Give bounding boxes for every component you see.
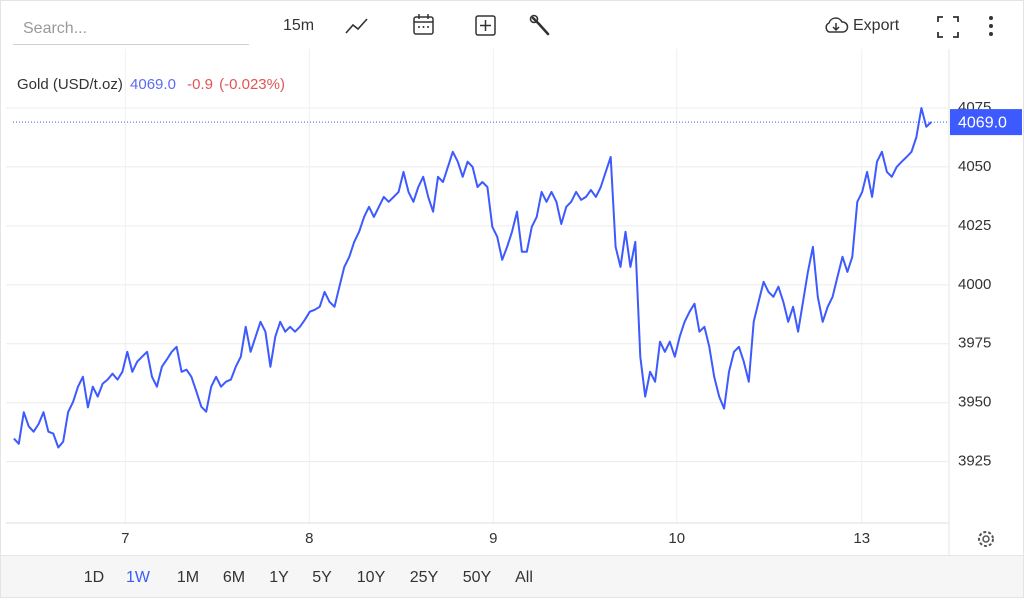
- calendar-icon[interactable]: [412, 13, 436, 37]
- range-button[interactable]: 1M: [176, 569, 200, 586]
- fullscreen-icon[interactable]: [936, 15, 960, 39]
- x-tick-label: 8: [305, 530, 313, 547]
- range-button[interactable]: 25Y: [409, 569, 439, 586]
- export-icon[interactable]: [822, 15, 850, 37]
- export-button[interactable]: Export: [853, 17, 900, 34]
- y-tick-label: 3925: [958, 453, 991, 470]
- x-tick-label: 10: [668, 530, 685, 547]
- range-button[interactable]: 1D: [83, 569, 105, 586]
- chart-type-icon[interactable]: [344, 15, 370, 37]
- legend: Gold (USD/t.oz) 4069.0 -0.9 (-0.023%): [17, 76, 285, 93]
- y-tick-label: 3975: [958, 335, 991, 352]
- price-line: [13, 107, 932, 449]
- range-button[interactable]: 1Y: [269, 569, 289, 586]
- last-price-label: 4069.0: [958, 114, 1007, 131]
- last-price-box: [950, 109, 1022, 136]
- interval-button[interactable]: 15m: [283, 17, 315, 34]
- change-value: -0.9: [187, 76, 213, 93]
- range-button[interactable]: 1W: [118, 556, 158, 597]
- range-button[interactable]: 10Y: [356, 569, 386, 586]
- search-input[interactable]: Search...: [13, 13, 249, 45]
- menu-icon[interactable]: [983, 14, 999, 38]
- settings-wrench-icon[interactable]: [529, 14, 553, 38]
- range-button[interactable]: 5Y: [312, 569, 332, 586]
- x-tick-label: 7: [121, 530, 129, 547]
- series-title: Gold (USD/t.oz): [17, 76, 123, 93]
- change-percent: (-0.023%): [219, 76, 285, 93]
- y-tick-label: 4025: [958, 217, 991, 234]
- add-icon[interactable]: [474, 14, 498, 38]
- last-value: 4069.0: [130, 76, 176, 93]
- range-bar: 1D 1W 1M 6M 1Y 5Y 10Y 25Y 50Y All: [1, 555, 1023, 597]
- plot-area: [6, 49, 949, 523]
- range-button[interactable]: 50Y: [462, 569, 492, 586]
- x-tick-label: 9: [489, 530, 497, 547]
- y-tick-label: 4000: [958, 276, 991, 293]
- y-tick-label: 3950: [958, 394, 991, 411]
- range-button[interactable]: All: [515, 569, 533, 586]
- axis-settings-icon[interactable]: [978, 531, 994, 547]
- y-tick-label: 4050: [958, 158, 991, 175]
- range-button[interactable]: 6M: [222, 569, 246, 586]
- x-tick-label: 13: [853, 530, 870, 547]
